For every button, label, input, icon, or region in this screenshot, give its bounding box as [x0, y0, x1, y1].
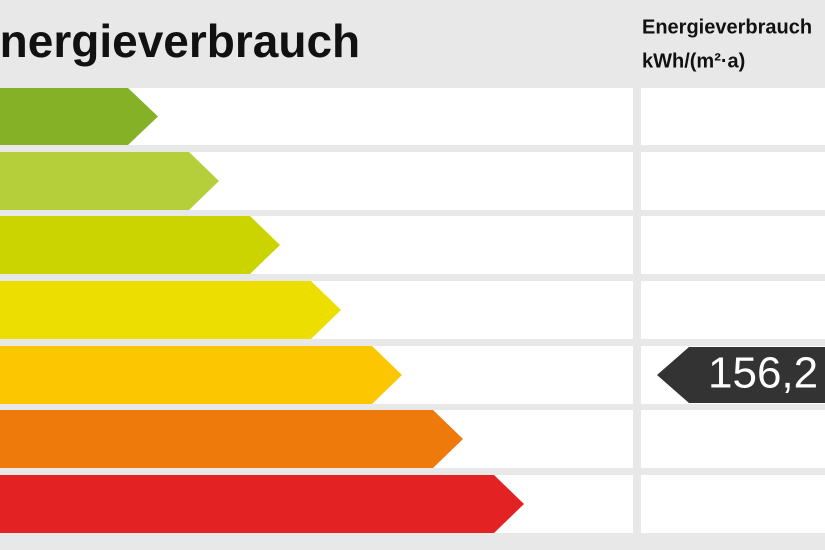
- unit: kWh/(m²·a): [642, 50, 745, 72]
- value-marker: [657, 347, 825, 403]
- class-arrow: [0, 410, 463, 468]
- class-arrow: [0, 152, 219, 210]
- row-box: [641, 281, 825, 339]
- row-box: [641, 88, 825, 145]
- title: Energieverbrauch: [0, 15, 360, 67]
- class-arrows: [0, 88, 524, 533]
- class-arrow: [0, 88, 158, 145]
- class-arrow: [0, 475, 524, 533]
- value-label: 156,2: [708, 349, 818, 398]
- row-box: [641, 410, 825, 468]
- class-arrow: [0, 216, 280, 274]
- row-box: [641, 152, 825, 210]
- class-arrow: [0, 346, 402, 404]
- row-box: [641, 475, 825, 533]
- row-box: [641, 216, 825, 274]
- class-arrow: [0, 281, 341, 339]
- column-title: Energieverbrauch: [642, 16, 812, 38]
